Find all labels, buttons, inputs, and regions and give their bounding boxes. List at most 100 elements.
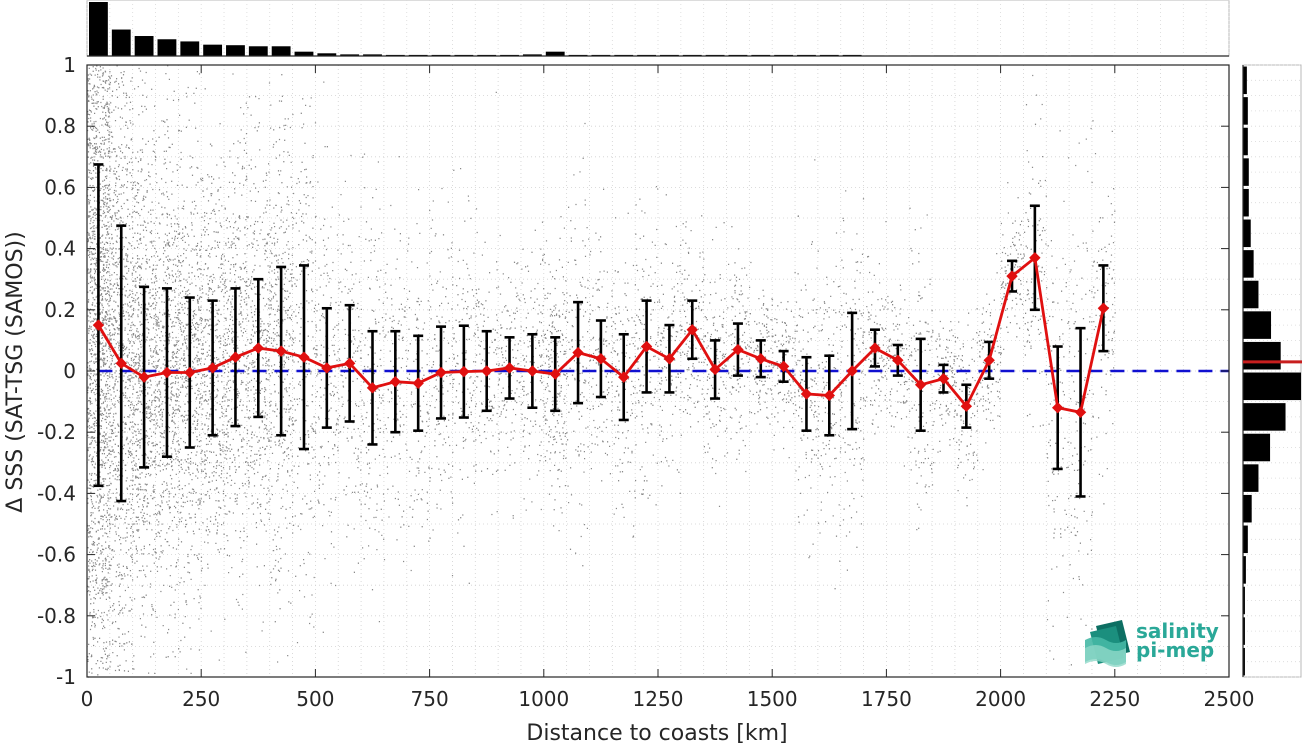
error-bars	[93, 163, 1109, 503]
mean-point	[640, 340, 653, 353]
x-tick-label: 2000	[975, 687, 1026, 711]
top-hist-bar	[134, 36, 154, 56]
logo-line1: salinity	[1136, 619, 1219, 643]
y-tick-label: -0.2	[37, 420, 76, 444]
right-hist-bar	[1243, 647, 1245, 676]
x-tick-label: 750	[411, 687, 449, 711]
mean-point	[914, 379, 927, 391]
x-tick-label: 1000	[518, 687, 569, 711]
mean-point	[800, 388, 813, 400]
right-hist-bar	[1243, 127, 1248, 156]
right-hist-bar	[1243, 372, 1301, 401]
mean-point	[892, 354, 904, 366]
top-hist-bar	[294, 51, 314, 56]
mean-point	[115, 357, 127, 370]
mean-point	[526, 365, 539, 377]
top-hist-bar	[363, 54, 382, 56]
scatter-points	[87, 65, 1116, 678]
right-hist-bar	[1243, 525, 1248, 554]
top-hist-bar	[248, 46, 268, 56]
mean-point	[435, 366, 447, 379]
right-hist-bar	[1243, 433, 1271, 462]
right-hist-bar	[1243, 158, 1249, 186]
mean-point	[869, 342, 881, 354]
right-histogram	[1242, 64, 1302, 678]
mean-point	[298, 351, 310, 363]
y-tick-label: 1	[63, 53, 76, 77]
mean-point	[983, 354, 995, 366]
mean-point	[252, 342, 265, 354]
x-tick-label: 2500	[1204, 687, 1255, 711]
mean-point	[275, 345, 287, 357]
right-hist-bar	[1243, 188, 1249, 217]
mean-point	[755, 353, 767, 365]
x-tick-label: 1500	[747, 687, 798, 711]
mean-point	[686, 323, 698, 336]
mean-point	[161, 366, 173, 379]
mean-point	[1097, 302, 1110, 314]
salinity-pi-mep-logo: salinity pi-mep	[1085, 619, 1219, 667]
right-hist-bar	[1243, 494, 1252, 523]
mean-point	[572, 346, 584, 359]
top-hist-bar	[157, 39, 177, 56]
mean-point	[480, 365, 493, 377]
mean-point	[1029, 252, 1041, 264]
right-hist-bar	[1243, 250, 1254, 278]
y-tick-label: -0.6	[37, 543, 76, 567]
logo-line2: pi-mep	[1136, 638, 1214, 662]
right-hist-bar	[1243, 403, 1286, 431]
mean-series	[92, 252, 1110, 419]
y-tick-label: -1	[56, 665, 76, 689]
y-axis-label: Δ SSS (SAT-TSG (SAMOS))	[3, 231, 28, 512]
right-hist-bar	[1243, 556, 1246, 584]
right-hist-bar	[1243, 66, 1247, 95]
mean-point	[663, 353, 676, 365]
right-hist-bar	[1243, 311, 1272, 339]
mean-point	[1074, 406, 1087, 419]
mean-point	[458, 365, 470, 378]
mean-point	[343, 357, 356, 370]
x-tick-label: 250	[182, 687, 220, 711]
right-hist-bar	[1243, 280, 1259, 309]
right-hist-bar	[1243, 219, 1251, 248]
y-tick-label: 0.6	[44, 175, 76, 199]
mean-point	[412, 377, 424, 389]
mean-point	[184, 366, 196, 379]
top-hist-bar	[89, 2, 108, 56]
y-tick-label: 0.2	[44, 298, 76, 322]
mean-point	[1051, 402, 1064, 414]
top-hist-bar	[271, 46, 291, 56]
mean-point	[1006, 270, 1018, 282]
x-tick-label: 1750	[861, 687, 912, 711]
mean-point	[366, 382, 379, 394]
mean-point	[823, 389, 836, 402]
mean-point	[321, 362, 333, 374]
axes: 0 250 500 750 1000 1250 1500 1750 2000 2250 2500 -1…	[37, 53, 1254, 711]
x-tick-label: 1250	[633, 687, 684, 711]
top-histogram	[86, 0, 1230, 57]
x-axis-label: Distance to coasts [km]	[526, 721, 787, 745]
mean-point	[503, 362, 516, 374]
x-tick-label: 0	[81, 687, 94, 711]
mean-point	[229, 351, 242, 363]
mean-point	[709, 363, 721, 376]
mean-point	[937, 372, 950, 385]
mean-point	[960, 400, 973, 412]
mean-point	[595, 353, 607, 365]
mean-point	[206, 362, 219, 374]
top-hist-bar	[226, 45, 245, 56]
x-tick-label: 500	[296, 687, 334, 711]
right-hist-bar	[1243, 97, 1248, 125]
top-hist-bar	[545, 51, 565, 56]
right-hist-bar	[1243, 586, 1245, 615]
mean-point	[138, 371, 150, 383]
logo-icon	[1085, 620, 1130, 667]
top-hist-bar	[317, 53, 337, 56]
mean-point	[549, 368, 561, 380]
top-hist-bar	[180, 41, 200, 56]
mean-point	[92, 319, 105, 331]
top-hist-bar	[340, 54, 360, 56]
scatter-cloud	[87, 65, 1116, 678]
y-tick-label: 0.8	[44, 114, 76, 138]
